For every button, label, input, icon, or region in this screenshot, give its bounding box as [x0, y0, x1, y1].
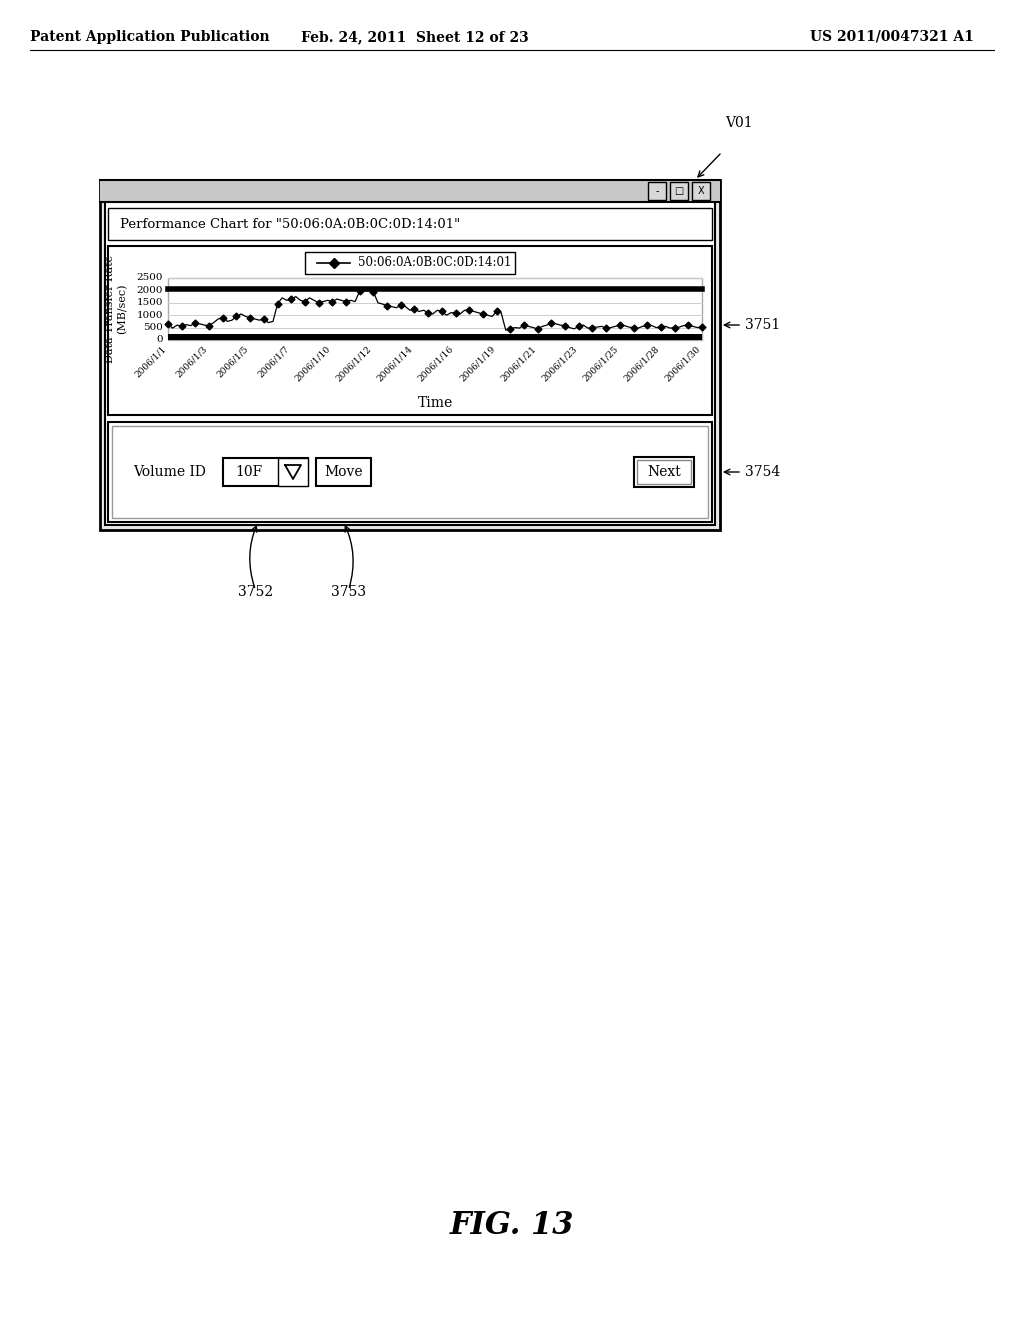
Bar [168, 279, 702, 341]
Text: FIG. 13: FIG. 13 [450, 1209, 574, 1241]
Text: 2006/1/7: 2006/1/7 [256, 345, 291, 379]
Text: Patent Application Publication: Patent Application Publication [30, 30, 269, 44]
Text: 2006/1/3: 2006/1/3 [174, 345, 209, 379]
Text: 2006/1/19: 2006/1/19 [458, 345, 497, 383]
Text: 3754: 3754 [745, 465, 780, 479]
Text: -: - [655, 186, 658, 195]
Bar [637, 459, 691, 484]
Bar [670, 182, 688, 201]
Text: 1500: 1500 [136, 298, 163, 308]
Text: Performance Chart for "50:06:0A:0B:0C:0D:14:01": Performance Chart for "50:06:0A:0B:0C:0D… [120, 218, 460, 231]
Bar [100, 180, 720, 202]
Text: 2006/1/28: 2006/1/28 [622, 345, 660, 383]
Text: Feb. 24, 2011  Sheet 12 of 23: Feb. 24, 2011 Sheet 12 of 23 [301, 30, 528, 44]
Text: 2006/1/23: 2006/1/23 [540, 345, 579, 383]
Text: 10F: 10F [234, 465, 262, 479]
Text: Data Transfer Rate
(MB/sec): Data Transfer Rate (MB/sec) [105, 255, 127, 363]
Bar [100, 180, 720, 531]
Text: 2006/1/25: 2006/1/25 [581, 345, 620, 383]
Text: 0: 0 [157, 335, 163, 345]
Bar [692, 182, 710, 201]
Bar [108, 209, 712, 240]
Bar [305, 252, 515, 275]
Text: □: □ [675, 186, 684, 195]
Bar [648, 182, 666, 201]
Text: 2006/1/14: 2006/1/14 [376, 345, 415, 383]
Text: 2006/1/30: 2006/1/30 [664, 345, 702, 383]
Bar [108, 422, 712, 521]
Text: 3752: 3752 [238, 585, 273, 599]
Bar [168, 334, 702, 341]
Bar [278, 458, 308, 486]
Text: 2000: 2000 [136, 286, 163, 294]
Text: 3753: 3753 [331, 585, 366, 599]
Text: 2006/1/21: 2006/1/21 [499, 345, 538, 383]
Text: Move: Move [325, 465, 362, 479]
Text: 500: 500 [143, 323, 163, 333]
Bar [112, 426, 708, 517]
Bar [105, 185, 715, 525]
Polygon shape [285, 465, 301, 479]
Bar [223, 458, 308, 486]
Text: 50:06:0A:0B:0C:0D:14:01: 50:06:0A:0B:0C:0D:14:01 [358, 256, 511, 269]
Text: V01: V01 [725, 116, 753, 129]
Text: Volume ID: Volume ID [133, 465, 206, 479]
Text: 1000: 1000 [136, 310, 163, 319]
Text: 3751: 3751 [745, 318, 780, 333]
Text: 2500: 2500 [136, 273, 163, 282]
Text: US 2011/0047321 A1: US 2011/0047321 A1 [810, 30, 974, 44]
Text: 2006/1/5: 2006/1/5 [215, 345, 250, 379]
Bar [108, 246, 712, 414]
Text: 2006/1/12: 2006/1/12 [335, 345, 374, 383]
Bar [634, 457, 694, 487]
Bar [316, 458, 371, 486]
Text: 2006/1/1: 2006/1/1 [133, 345, 168, 379]
Text: Next: Next [647, 465, 681, 479]
Text: Time: Time [418, 396, 453, 411]
Text: 2006/1/16: 2006/1/16 [417, 345, 456, 383]
Text: 2006/1/10: 2006/1/10 [293, 345, 333, 383]
Text: X: X [697, 186, 705, 195]
